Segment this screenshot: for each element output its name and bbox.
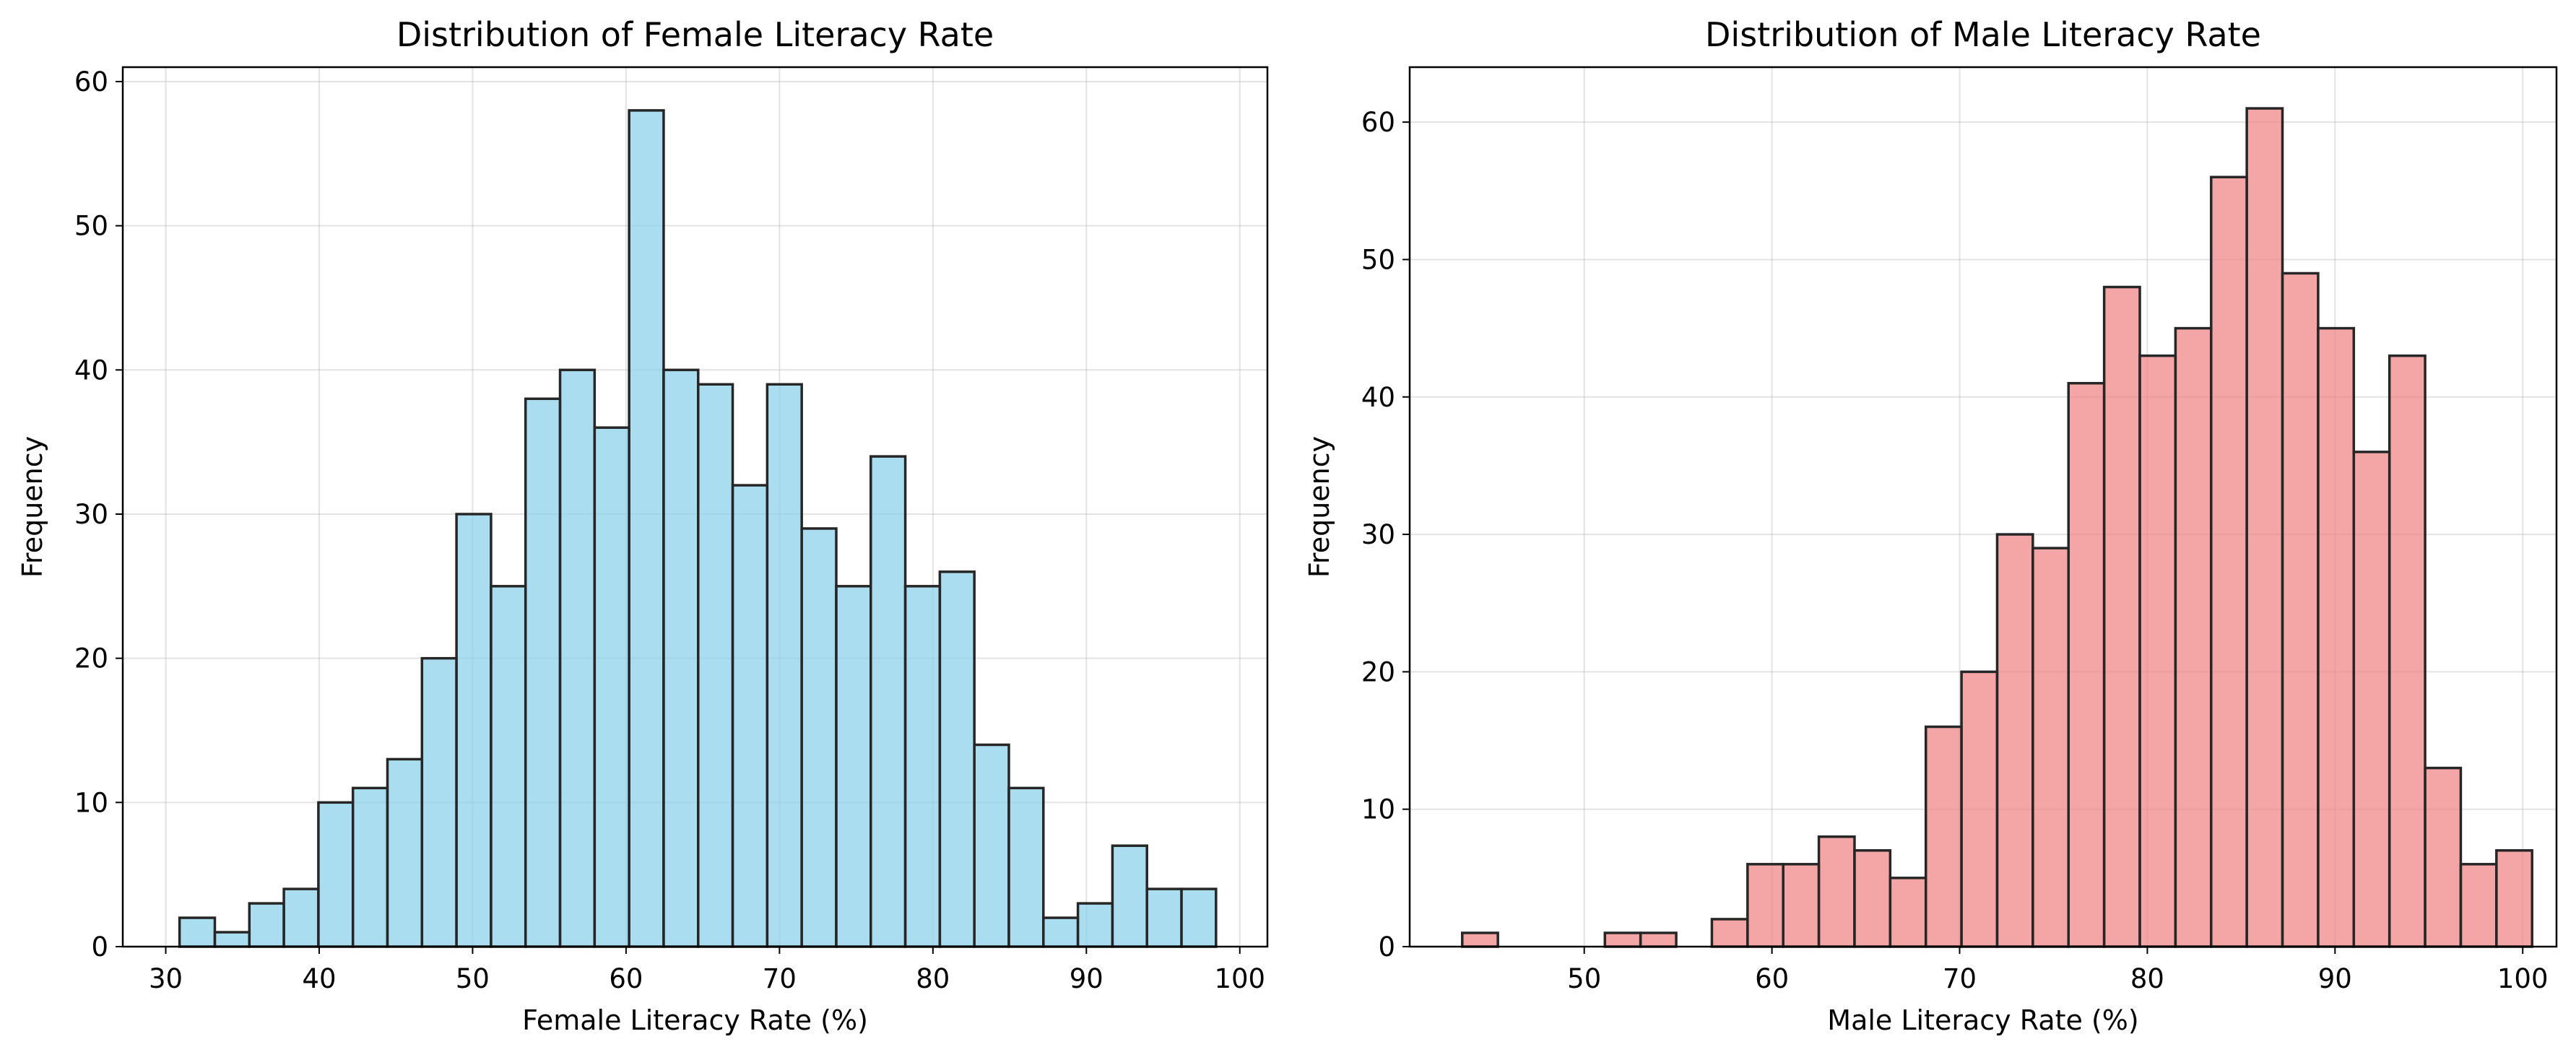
histogram-bar bbox=[2352, 451, 2391, 948]
x-tick-label: 60 bbox=[1755, 963, 1789, 994]
y-tick-label: 10 bbox=[1361, 794, 1395, 825]
histogram-bar bbox=[1639, 931, 1678, 948]
histogram-bar bbox=[524, 397, 562, 948]
histogram-bar bbox=[2031, 547, 2070, 948]
histogram-bar bbox=[1960, 670, 1999, 948]
histogram-bar bbox=[1746, 863, 1784, 948]
histogram-bar bbox=[178, 916, 217, 948]
y-tick-label: 50 bbox=[1361, 244, 1395, 275]
x-tick-label: 50 bbox=[1567, 963, 1601, 994]
histogram-bar bbox=[2174, 326, 2213, 948]
y-tick-label: 20 bbox=[1361, 656, 1395, 687]
histogram-bar bbox=[1603, 931, 1642, 948]
female-literacy-histogram: Distribution of Female Literacy Rate Fem… bbox=[17, 15, 1269, 1036]
x-tick-label: 70 bbox=[1943, 963, 1977, 994]
histogram-bar bbox=[2067, 381, 2106, 948]
histogram-bar bbox=[2459, 863, 2498, 948]
histogram-bar bbox=[938, 570, 976, 948]
y-axis-label: Frequency bbox=[17, 436, 48, 578]
histogram-bar bbox=[282, 887, 320, 948]
bars bbox=[178, 109, 1218, 948]
plot-frame bbox=[1408, 66, 2558, 948]
histogram-bar bbox=[662, 368, 700, 948]
x-tick-label: 90 bbox=[2318, 963, 2352, 994]
y-tick-label: 20 bbox=[74, 643, 108, 674]
histogram-bar bbox=[558, 368, 597, 948]
histogram-bar bbox=[696, 383, 734, 948]
histogram-bar bbox=[1924, 725, 1963, 948]
histogram-bar bbox=[2495, 849, 2533, 948]
histogram-bar bbox=[386, 757, 424, 948]
histogram-bar bbox=[351, 786, 389, 948]
y-tick-label: 0 bbox=[1378, 931, 1395, 963]
x-tick-label: 80 bbox=[2130, 963, 2164, 994]
histogram-bar bbox=[455, 513, 493, 948]
histogram-bar bbox=[1461, 931, 1499, 948]
male-literacy-histogram: Distribution of Male Literacy Rate Male … bbox=[1304, 15, 2558, 1036]
y-tick-label: 60 bbox=[1361, 107, 1395, 138]
x-tick-label: 30 bbox=[149, 963, 183, 994]
x-tick-label: 100 bbox=[1214, 963, 1265, 994]
histogram-bar bbox=[903, 585, 942, 948]
y-tick-label: 40 bbox=[74, 355, 108, 386]
histogram-bar bbox=[2138, 354, 2177, 948]
plot-frame bbox=[121, 66, 1269, 948]
histogram-bar bbox=[1111, 844, 1148, 948]
histogram-bar bbox=[1710, 918, 1749, 948]
x-tick-label: 40 bbox=[302, 963, 336, 994]
histogram-bar bbox=[593, 426, 630, 948]
x-tick-label: 100 bbox=[2497, 963, 2549, 994]
histogram-bar bbox=[490, 585, 527, 948]
histogram-bar bbox=[1888, 877, 1927, 948]
histogram-bar bbox=[1995, 533, 2034, 948]
histogram-bar bbox=[2388, 354, 2427, 948]
y-tick-label: 0 bbox=[91, 931, 108, 963]
histogram-bar bbox=[2424, 766, 2463, 948]
histogram-bar bbox=[2210, 175, 2248, 948]
histogram-bar bbox=[1817, 835, 1856, 948]
histogram-bar bbox=[766, 383, 803, 948]
y-tick-label: 10 bbox=[74, 787, 108, 818]
bars bbox=[1461, 107, 2533, 948]
histogram-bar bbox=[213, 931, 251, 948]
histogram-bar bbox=[1782, 863, 1821, 948]
histogram-bar bbox=[2281, 271, 2320, 948]
x-axis-label: Male Literacy Rate (%) bbox=[1827, 1004, 2138, 1036]
histogram-bar bbox=[2317, 326, 2356, 948]
x-tick-label: 80 bbox=[916, 963, 950, 994]
histogram-bar bbox=[973, 743, 1010, 948]
chart-title: Distribution of Male Literacy Rate bbox=[1705, 15, 2261, 54]
x-tick-label: 50 bbox=[456, 963, 490, 994]
x-tick-label: 90 bbox=[1070, 963, 1103, 994]
histogram-bar bbox=[869, 455, 907, 948]
histogram-bar bbox=[835, 585, 872, 948]
histogram-bar bbox=[317, 801, 355, 948]
x-tick-label: 60 bbox=[609, 963, 643, 994]
histogram-bar bbox=[628, 109, 665, 948]
chart-title: Distribution of Female Literacy Rate bbox=[396, 15, 994, 54]
histogram-bar bbox=[731, 484, 769, 948]
y-tick-label: 40 bbox=[1361, 382, 1395, 413]
histogram-bar bbox=[2102, 285, 2141, 948]
y-tick-label: 30 bbox=[1361, 519, 1395, 550]
histogram-bar bbox=[1853, 849, 1892, 948]
histogram-bar bbox=[1007, 786, 1045, 948]
y-axis-label: Frequency bbox=[1304, 436, 1335, 578]
y-tick-label: 30 bbox=[74, 499, 108, 530]
histogram-bar bbox=[1145, 887, 1183, 948]
histogram-bar bbox=[1042, 916, 1080, 948]
histogram-bar bbox=[420, 656, 458, 948]
y-tick-label: 50 bbox=[74, 211, 108, 242]
x-tick-label: 70 bbox=[763, 963, 797, 994]
histogram-bar bbox=[800, 527, 838, 948]
histogram-bar bbox=[248, 902, 285, 948]
x-axis-label: Female Literacy Rate (%) bbox=[522, 1004, 868, 1036]
histogram-bar bbox=[2245, 107, 2284, 948]
y-tick-label: 60 bbox=[74, 66, 108, 97]
histogram-bar bbox=[1076, 902, 1114, 948]
histogram-bar bbox=[1180, 887, 1218, 948]
